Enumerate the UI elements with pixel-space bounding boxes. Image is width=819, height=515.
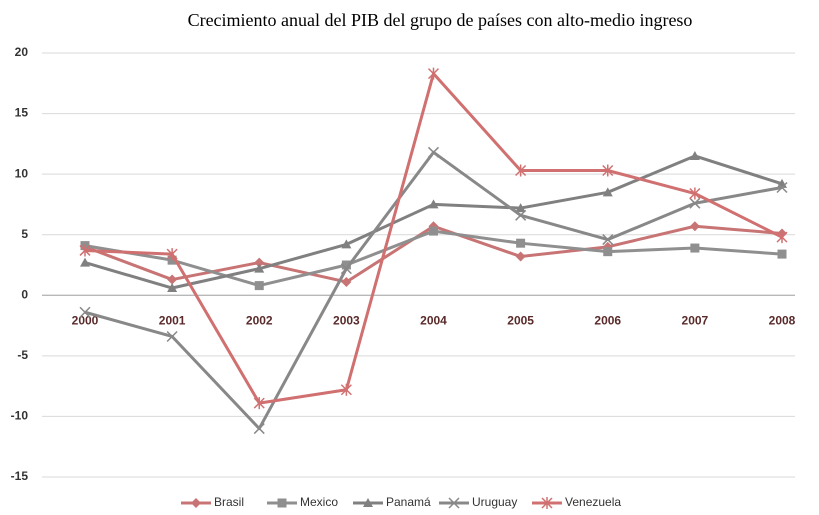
y-tick-label: 0 — [21, 287, 28, 301]
legend-marker — [448, 497, 460, 509]
marker — [254, 263, 265, 273]
marker — [167, 255, 177, 265]
series — [79, 67, 788, 410]
legend-item: Venezuela — [532, 495, 621, 509]
marker — [253, 397, 265, 410]
legend-item: Mexico — [267, 495, 338, 509]
legend-label: Panamá — [386, 495, 431, 509]
marker — [340, 263, 352, 275]
legend-marker — [363, 498, 373, 507]
legend-marker — [541, 497, 553, 509]
marker — [515, 164, 527, 177]
x-tick-label: 2006 — [594, 313, 621, 327]
marker — [254, 257, 265, 268]
x-tick-label: 2005 — [507, 313, 534, 327]
marker — [689, 197, 701, 209]
marker — [428, 199, 439, 209]
marker — [427, 146, 440, 158]
y-tick-label: -10 — [11, 409, 29, 423]
marker — [689, 221, 700, 232]
x-tick-label: 2003 — [333, 313, 360, 327]
legend-label: Mexico — [300, 495, 338, 509]
marker — [776, 181, 788, 193]
marker — [341, 276, 352, 287]
marker — [427, 67, 440, 80]
x-tick-label: 2000 — [72, 313, 99, 327]
marker — [602, 234, 614, 246]
x-tick-label: 2002 — [246, 313, 273, 327]
y-tick-label: 15 — [15, 106, 29, 120]
y-tick-label: -15 — [11, 469, 29, 483]
marker — [602, 187, 613, 197]
series — [80, 150, 787, 293]
chart-title: Crecimiento anual del PIB del grupo de p… — [188, 10, 693, 30]
marker — [689, 187, 701, 200]
marker — [515, 251, 526, 262]
series — [80, 226, 787, 291]
marker — [79, 306, 91, 318]
x-tick-label: 2008 — [769, 313, 796, 327]
marker — [690, 243, 700, 253]
x-tick-label: 2007 — [682, 313, 709, 327]
marker — [253, 423, 265, 435]
marker — [516, 238, 526, 248]
marker — [777, 249, 787, 259]
x-tick-label: 2001 — [159, 313, 186, 327]
marker — [515, 203, 526, 213]
marker — [167, 283, 178, 293]
marker — [79, 244, 91, 257]
legend-marker — [277, 498, 287, 508]
y-tick-label: 10 — [15, 166, 29, 180]
marker — [340, 383, 352, 396]
marker — [341, 260, 351, 270]
legend-label: Uruguay — [472, 495, 517, 509]
x-tick-label: 2004 — [420, 313, 447, 327]
marker — [341, 239, 352, 249]
legend-item: Panamá — [353, 495, 431, 509]
y-tick-label: 5 — [21, 227, 28, 241]
marker — [254, 281, 264, 291]
series — [79, 146, 788, 435]
legend-marker — [191, 498, 201, 508]
y-tick-label: 20 — [15, 45, 29, 59]
marker — [166, 330, 178, 343]
marker — [167, 274, 178, 285]
marker — [776, 231, 788, 244]
marker — [603, 247, 613, 257]
legend-item: Brasil — [181, 495, 244, 509]
legend-item: Uruguay — [439, 495, 517, 509]
marker — [166, 248, 178, 261]
legend-label: Venezuela — [565, 495, 621, 509]
marker — [80, 257, 90, 267]
legend-label: Brasil — [214, 495, 244, 509]
y-tick-label: -5 — [17, 348, 28, 362]
marker — [602, 164, 614, 177]
marker — [515, 209, 527, 221]
marker — [689, 150, 700, 160]
marker — [429, 226, 438, 236]
